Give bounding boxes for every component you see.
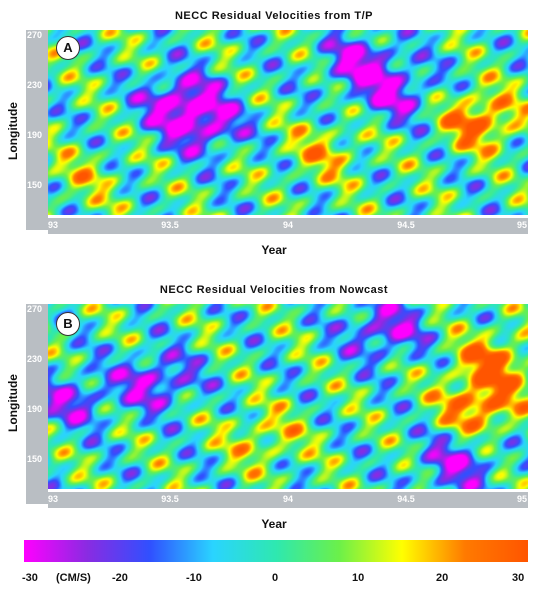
chart-b-ytick-150: 150: [27, 454, 43, 464]
chart-b-heatmap: [48, 304, 528, 489]
chart-b-xtick-93-5: 93.5: [161, 494, 179, 504]
chart-b-xtick-95: 95: [516, 494, 528, 504]
chart-b-y-axis: 270 230 190 150: [26, 304, 48, 504]
chart-a-ytick-150: 150: [27, 180, 43, 190]
chart-a-y-axis: 270 230 190 150: [26, 30, 48, 230]
colorbar-label-min: -30: [22, 572, 38, 584]
chart-a-panel-label: A: [56, 36, 80, 60]
colorbar-label-neg20: -20: [112, 572, 128, 584]
chart-b-ytick-230: 230: [27, 354, 43, 364]
chart-b-xtick-94: 94: [282, 494, 294, 504]
chart-a-xtick-94-5: 94.5: [397, 220, 415, 230]
colorbar-label-0: 0: [272, 572, 279, 584]
chart-b-xtick-93: 93: [47, 494, 59, 504]
chart-b-x-label: Year: [261, 517, 287, 531]
chart-a-title: NECC Residual Velocities from T/P: [174, 10, 374, 22]
colorbar-label-10: 10: [352, 572, 365, 584]
chart-a-ytick-190: 190: [27, 130, 43, 140]
chart-a-xtick-94: 94: [282, 220, 294, 230]
chart-a-ytick-270: 270: [27, 30, 43, 40]
chart-a-ytick-230: 230: [27, 80, 43, 90]
chart-a-x-axis: 93 93.5 94 94.5 95: [48, 218, 528, 234]
colorbar-label-neg10: -10: [186, 572, 202, 584]
chart-a-heatmap: [48, 30, 528, 215]
colorbar-label-20: 20: [436, 572, 449, 584]
chart-a-plot-area: A: [48, 30, 528, 215]
colorbar: [24, 540, 528, 562]
chart-b-ytick-190: 190: [27, 404, 43, 414]
chart-b-ytick-270: 270: [27, 304, 43, 314]
chart-b-plot-area: B: [48, 304, 528, 489]
chart-b-title: NECC Residual Velocities from Nowcast: [159, 284, 389, 296]
chart-a-y-label: Longitude: [6, 102, 20, 160]
chart-b-panel-label: B: [56, 312, 80, 336]
chart-a-xtick-93: 93: [47, 220, 59, 230]
colorbar-units: (CM/S): [56, 572, 91, 584]
chart-b-y-label: Longitude: [6, 374, 20, 432]
chart-a-xtick-95: 95: [516, 220, 528, 230]
chart-a-xtick-93-5: 93.5: [161, 220, 179, 230]
chart-b-x-axis: 93 93.5 94 94.5 95: [48, 492, 528, 508]
chart-b-xtick-94-5: 94.5: [397, 494, 415, 504]
chart-a-x-label: Year: [261, 243, 287, 257]
colorbar-label-max: 30: [512, 572, 525, 584]
